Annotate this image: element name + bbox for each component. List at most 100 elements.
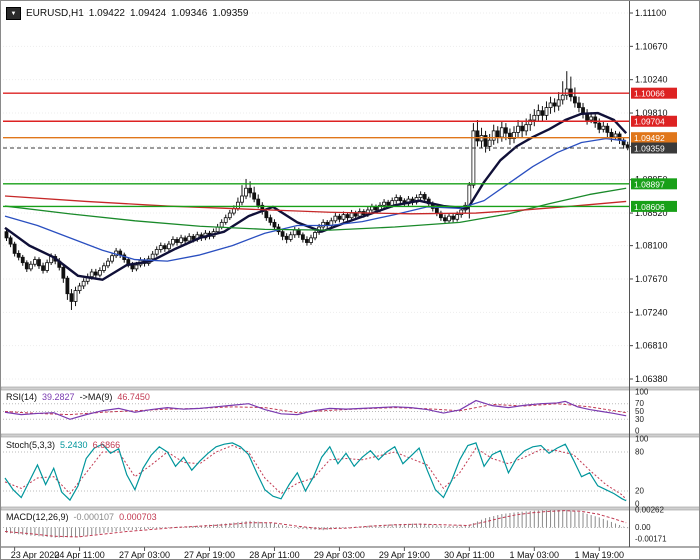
candle-down bbox=[345, 214, 350, 219]
candle-down bbox=[495, 130, 500, 138]
candle-down bbox=[37, 259, 41, 267]
candle-down bbox=[248, 187, 253, 194]
price-line-1.08606[interactable]: 1.08606 bbox=[3, 200, 677, 212]
candle-up bbox=[394, 197, 399, 202]
price-badge-label: 1.08606 bbox=[634, 202, 665, 212]
candle-up bbox=[532, 114, 537, 121]
stoch-legend: Stoch(5,3,3) 5.2430 6.6866 bbox=[6, 440, 120, 450]
candle-down bbox=[451, 215, 456, 220]
candle-down bbox=[386, 201, 391, 206]
y-axis-label: 1.06810 bbox=[635, 341, 668, 351]
x-axis-label: 29 Apr 19:00 bbox=[379, 550, 430, 560]
candle-up bbox=[309, 237, 313, 243]
y-axis-label: 1.08520 bbox=[635, 208, 668, 218]
candle-up bbox=[528, 119, 533, 126]
candle-down bbox=[268, 217, 273, 223]
candle-down bbox=[16, 252, 21, 258]
x-axis-label: 30 Apr 11:00 bbox=[444, 550, 494, 560]
macd-signal-value: 0.000703 bbox=[119, 512, 157, 522]
candle-down bbox=[41, 265, 45, 271]
symbol-period-label: EURUSD,H1 bbox=[26, 8, 84, 19]
candle-down bbox=[573, 96, 577, 104]
stoch-level-label: 80 bbox=[635, 448, 644, 457]
candle-up bbox=[244, 187, 248, 197]
stoch-indicator-name: Stoch(5,3,3) bbox=[6, 440, 56, 450]
candle-down bbox=[483, 135, 488, 147]
ohlc-high: 1.09424 bbox=[129, 8, 167, 19]
candle-down bbox=[605, 125, 610, 133]
ohlc-close: 1.09359 bbox=[212, 8, 249, 19]
candle-up bbox=[313, 232, 317, 239]
stoch-level-label: 0 bbox=[635, 500, 640, 509]
candle-down bbox=[422, 194, 427, 200]
pane-separator bbox=[1, 433, 699, 438]
rsi-indicator-name: RSI(14) bbox=[6, 392, 38, 402]
x-axis-label: 1 May 19:00 bbox=[574, 550, 624, 560]
price-badge-label: 1.08897 bbox=[634, 179, 665, 189]
price-line-1.09704[interactable]: 1.09704 bbox=[3, 115, 677, 127]
price-badge bbox=[631, 132, 677, 144]
ma-blue-line bbox=[4, 137, 627, 262]
stoch-pane bbox=[4, 442, 627, 502]
candle-up bbox=[240, 195, 244, 203]
symbol-dropdown-button[interactable]: ▼ bbox=[6, 7, 21, 20]
price-line-1.08897[interactable]: 1.08897 bbox=[3, 178, 677, 190]
candle-up bbox=[227, 212, 232, 219]
candle-up bbox=[382, 201, 386, 206]
rsi-level-label: 30 bbox=[635, 415, 644, 424]
candle-down bbox=[12, 243, 17, 254]
price-badge bbox=[631, 115, 677, 127]
candle-down bbox=[61, 266, 66, 279]
candle-up bbox=[158, 245, 163, 250]
price-line-1.09359[interactable]: 1.09359 bbox=[3, 142, 677, 154]
candle-down bbox=[24, 262, 29, 270]
candle-down bbox=[252, 192, 257, 200]
candle-down bbox=[300, 234, 305, 240]
rsi-level-label: 100 bbox=[635, 388, 649, 397]
candle-up bbox=[613, 133, 618, 138]
ohlc-open: 1.09422 bbox=[88, 8, 125, 19]
candle-up bbox=[491, 130, 496, 141]
candle-up bbox=[166, 243, 171, 250]
chart-title-bar: ▼ EURUSD,H1 1.09422 1.09424 1.09346 1.09… bbox=[6, 7, 248, 20]
candle-up bbox=[106, 260, 110, 267]
candle-down bbox=[609, 132, 614, 138]
candle-up bbox=[77, 285, 82, 292]
candle-down bbox=[305, 239, 309, 243]
candle-down bbox=[296, 229, 301, 236]
candle-down bbox=[4, 231, 9, 239]
price-badge bbox=[631, 87, 677, 99]
rsi-pane bbox=[4, 399, 627, 420]
y-axis-label: 1.08100 bbox=[635, 241, 668, 251]
candle-up bbox=[223, 217, 228, 223]
candle-down bbox=[552, 102, 557, 107]
candle-up bbox=[171, 239, 175, 245]
price-line-1.09492[interactable]: 1.09492 bbox=[3, 132, 677, 144]
y-axis-label: 1.11100 bbox=[635, 8, 666, 18]
candle-up bbox=[110, 255, 114, 262]
candle-up bbox=[236, 201, 240, 209]
candle-down bbox=[69, 293, 74, 302]
candle-up bbox=[471, 130, 476, 186]
candle-up bbox=[601, 125, 606, 130]
stoch-main-line bbox=[4, 442, 627, 502]
ma-green-line bbox=[4, 187, 627, 231]
candle-down bbox=[475, 130, 480, 142]
rsi-level-label: 50 bbox=[635, 407, 644, 416]
x-axis-label: 27 Apr 19:00 bbox=[184, 550, 235, 560]
ma-fast-line bbox=[4, 111, 628, 281]
macd-level-label: 0.00 bbox=[635, 523, 651, 532]
x-axis-label: 24 Apr 11:00 bbox=[54, 550, 104, 560]
price-badge-label: 1.09359 bbox=[634, 144, 665, 154]
x-axis-label: 23 Apr 2020 bbox=[11, 550, 60, 560]
candle-up bbox=[73, 290, 78, 302]
stoch-level-label: 20 bbox=[635, 487, 644, 496]
candle-down bbox=[8, 237, 13, 245]
price-line-1.10066[interactable]: 1.10066 bbox=[3, 87, 677, 99]
price-badge-label: 1.10066 bbox=[634, 89, 665, 99]
candle-up bbox=[97, 270, 102, 276]
candle-up bbox=[512, 132, 516, 140]
candle-down bbox=[434, 208, 439, 214]
